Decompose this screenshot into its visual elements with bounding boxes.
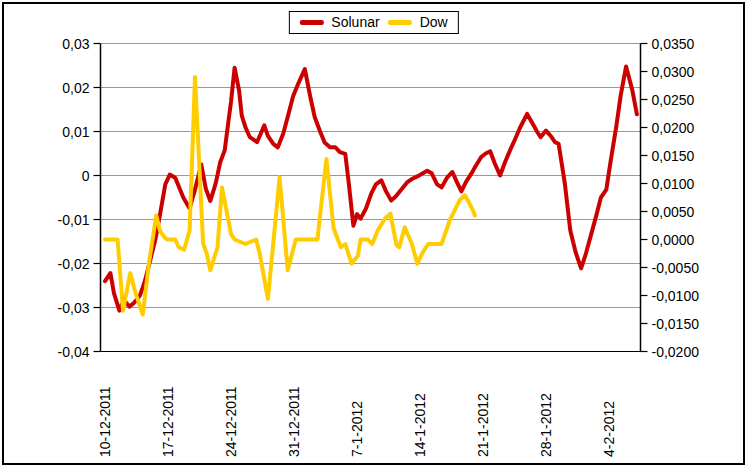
right-axis-tick-label: 0,0100: [652, 176, 695, 192]
left-axis-tick-label: 0,01: [62, 124, 89, 140]
left-axis-tick-label: 0,03: [62, 36, 89, 52]
solunar-legend-swatch: [299, 20, 323, 25]
right-axis-tick-label: -0,0150: [652, 316, 700, 332]
left-axis-tick-label: -0,01: [58, 212, 90, 228]
right-axis-tick-label: 0,0300: [652, 64, 695, 80]
left-axis-tick-label: 0: [82, 168, 90, 184]
x-axis-tick-label: 24-12-2011: [223, 386, 239, 457]
x-axis-tick-label: 31-12-2011: [286, 386, 302, 457]
line-chart-canvas: 0,03 0,02 0,01 0 -0,01 -0,02 -0,03 -0,04 0,0350 0…: [0, 0, 747, 467]
left-axis-tick-label: -0,04: [58, 344, 90, 360]
solunar-legend-label: Solunar: [331, 15, 379, 29]
series-line-solunar: [105, 66, 637, 310]
left-axis-tick-label: -0,03: [58, 300, 90, 316]
x-axis-tick-label: 21-1-2012: [475, 393, 491, 457]
dow-legend-swatch: [388, 20, 412, 25]
dow-legend-label: Dow: [420, 15, 448, 29]
right-axis-tick-label: 0,0050: [652, 204, 695, 220]
solunar-dow-chart: 0,03 0,02 0,01 0 -0,01 -0,02 -0,03 -0,04 0,0350 0…: [0, 0, 747, 467]
right-axis-tick-label: -0,0200: [652, 344, 700, 360]
x-axis-tick-label: 4-2-2012: [601, 401, 617, 457]
right-axis-tick-label: 0,0250: [652, 92, 695, 108]
x-axis-tick-label: 7-1-2012: [349, 401, 365, 457]
right-axis-tick-label: 0,0200: [652, 120, 695, 136]
left-axis-tick-label: 0,02: [62, 80, 89, 96]
x-axis-tick-label: 17-12-2011: [160, 386, 176, 457]
chart-legend: Solunar Dow: [288, 11, 458, 34]
x-axis-tick-label: 14-1-2012: [412, 393, 428, 457]
right-axis-tick-label: 0,0000: [652, 232, 695, 248]
right-axis-tick-label: 0,0150: [652, 148, 695, 164]
right-axis-tick-label: -0,0050: [652, 260, 700, 276]
x-axis-tick-label: 28-1-2012: [538, 393, 554, 457]
x-axis-tick-label: 10-12-2011: [97, 386, 113, 457]
right-axis-tick-label: 0,0350: [652, 36, 695, 52]
right-axis-tick-label: -0,0100: [652, 288, 700, 304]
left-axis-tick-label: -0,02: [58, 256, 90, 272]
